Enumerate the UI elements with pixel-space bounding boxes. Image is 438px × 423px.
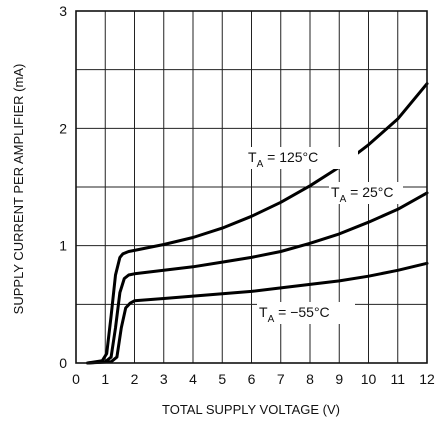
y-tick-label: 0 [59,355,67,371]
label-25c: TA = 25°C [331,184,393,205]
x-tick-label: 1 [101,371,109,387]
x-tick-label: 8 [306,371,314,387]
label-125c: TA = 125°C [248,149,318,170]
x-tick-label: 3 [160,371,168,387]
y-tick-label: 2 [59,120,67,136]
x-tick-label: 11 [390,371,405,387]
y-tick-labels: 0 1 2 3 [59,3,67,371]
y-tick-label: 3 [59,3,67,19]
x-tick-label: 4 [189,371,197,387]
label-minus55c: TA = −55°C [259,304,330,325]
x-tick-label: 10 [361,371,377,387]
x-tick-label: 0 [72,371,80,387]
label-background [246,147,358,169]
x-tick-label: 9 [335,371,343,387]
curve-25c [86,191,429,365]
label-background [257,302,355,324]
plot-frame [75,10,428,364]
series-annotations: TA = 125°C TA = 25°C TA = −55°C [246,147,403,325]
x-tick-labels: 0 1 2 3 4 5 6 7 8 9 10 11 12 [72,371,435,387]
y-axis-title: SUPPLY CURRENT PER AMPLIFIER (mA) [11,64,26,315]
x-axis-title: TOTAL SUPPLY VOLTAGE (V) [162,402,340,417]
x-tick-label: 7 [277,371,285,387]
curve-minus55c [86,261,429,365]
x-tick-label: 2 [131,371,139,387]
x-tick-label: 6 [248,371,256,387]
x-tick-label: 12 [419,371,435,387]
label-background [329,182,403,204]
y-tick-label: 1 [59,238,67,254]
x-tick-label: 5 [218,371,226,387]
